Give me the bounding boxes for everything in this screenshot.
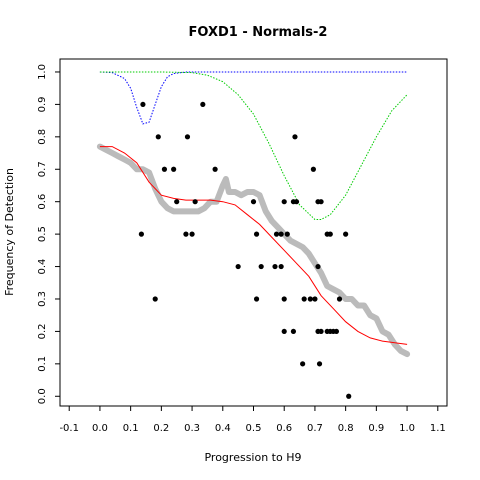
y-tick-label: 0.7 [37,161,48,177]
x-tick-label: 0.5 [246,423,262,434]
y-tick-label: 0.8 [37,129,48,145]
data-point [293,199,300,205]
x-tick-label: 0.4 [215,423,231,434]
x-axis: -0.1 0.0 0.1 0.2 0.3 0.4 0.5 0.6 0.7 0.8 0.9 1.0 1.1 [59,406,446,434]
data-point [315,263,321,270]
x-tick-label: 0.7 [307,423,323,434]
gray-smoothed-curve [96,143,411,358]
data-point [336,296,343,302]
red-fit-curve [99,146,408,345]
data-point [174,199,180,205]
x-tick-label: -0.1 [59,423,79,434]
x-tick-label: 0.2 [153,423,169,434]
data-point [284,231,290,237]
y-tick-label: 0.2 [37,323,48,339]
data-point [189,231,195,237]
y-tick-label: 0.0 [37,388,48,404]
plot-area [59,58,448,407]
data-point [253,231,260,237]
data-point [140,101,146,108]
data-point [312,296,318,302]
x-tick-label: 1.0 [399,423,415,434]
data-point [281,328,287,335]
y-tick-label: 0.6 [37,194,48,210]
y-axis-label: Frequency of Detection [3,168,16,296]
chart-title: FOXD1 - Normals-2 [189,25,328,40]
data-point [183,231,189,237]
data-point [292,134,298,140]
data-point [318,328,324,335]
x-tick-label: 0.6 [276,423,292,434]
y-tick-label: 1.0 [37,64,48,80]
data-point [155,134,161,140]
data-point [290,328,297,335]
y-axis: 0.0 0.1 0.2 0.3 0.4 0.5 0.6 0.7 0.8 0.9 1.0 [37,64,60,404]
data-point [300,361,306,367]
data-point [307,296,313,302]
x-tick-label: 0.8 [338,423,354,434]
data-point [327,231,333,237]
data-point [171,166,177,172]
y-tick-label: 0.5 [37,226,48,242]
x-axis-label: Progression to H9 [204,451,301,464]
data-point [161,166,168,172]
data-point [278,231,284,237]
y-tick-label: 0.1 [37,356,48,372]
data-point [273,231,280,237]
x-tick-label: 0.3 [184,423,200,434]
data-point [281,199,287,205]
data-point [343,231,349,237]
data-point [192,199,198,205]
y-tick-label: 0.4 [37,259,48,275]
data-point [318,199,324,205]
x-tick-label: 0.0 [92,423,108,434]
data-point [316,361,323,367]
data-point [138,231,144,237]
data-point [301,296,307,302]
data-point [258,263,264,270]
x-tick-label: 0.9 [368,423,384,434]
blue-dotted-curve [99,71,408,125]
data-point [253,296,260,302]
data-point [184,134,191,140]
green-dotted-curve [99,71,408,220]
series-layer [96,71,411,399]
data-point [272,263,278,270]
data-point [152,296,158,302]
data-point [346,393,352,399]
data-point [278,263,284,270]
data-point [212,166,218,172]
y-tick-label: 0.9 [37,96,48,112]
data-point [281,296,287,302]
data-point [235,263,241,270]
x-tick-label: 1.1 [430,423,446,434]
data-point [333,328,340,335]
data-point [310,166,316,172]
x-tick-label: 0.1 [123,423,139,434]
y-tick-label: 0.3 [37,291,48,307]
data-point [200,101,206,108]
data-point [250,199,257,205]
